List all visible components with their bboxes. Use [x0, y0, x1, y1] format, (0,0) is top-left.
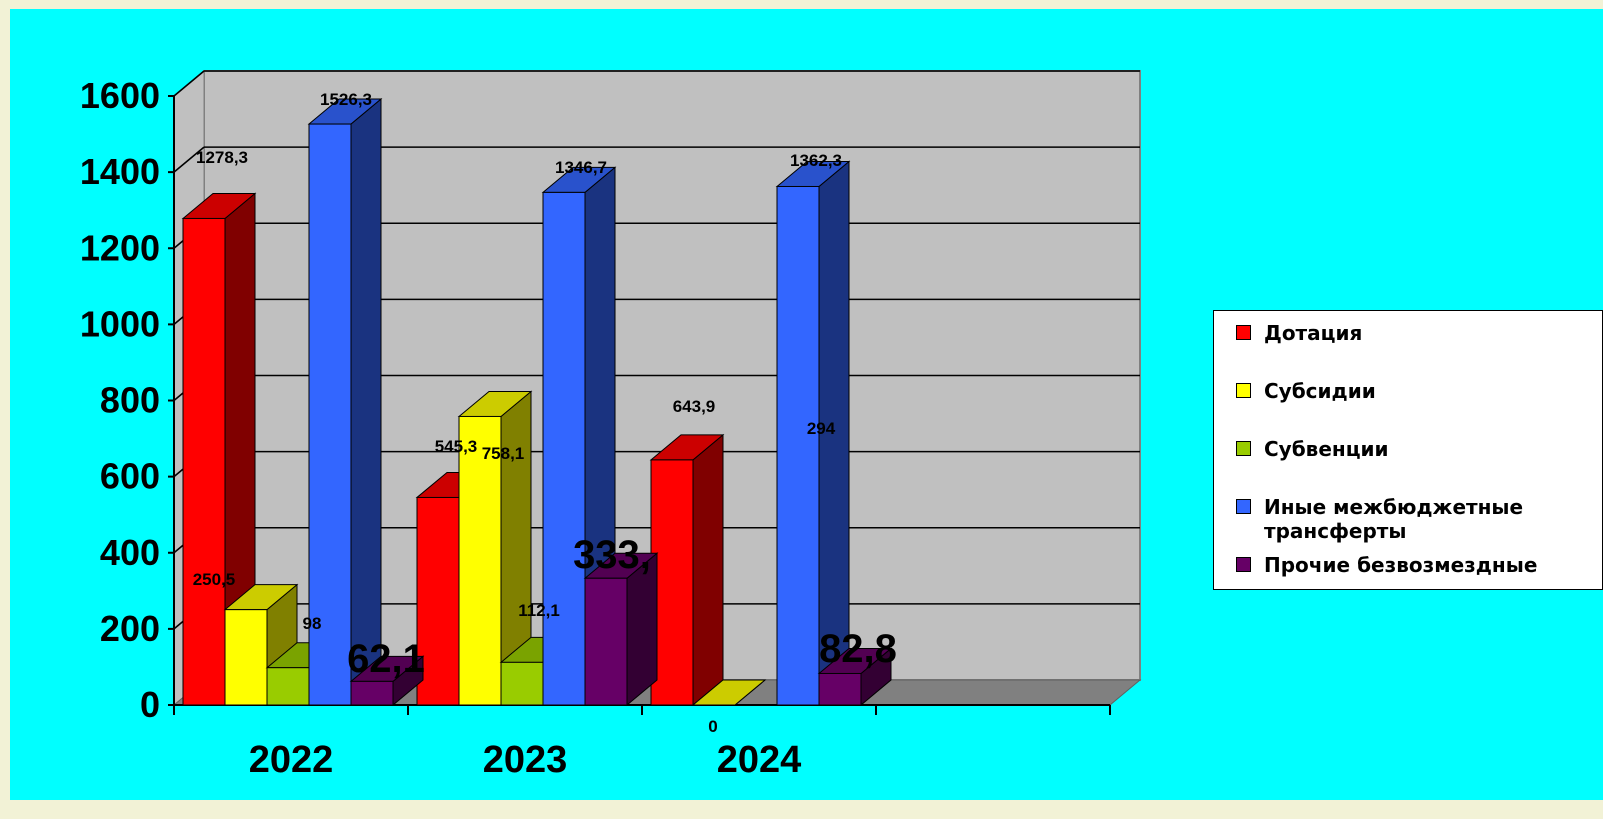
- data-label: 643,9: [673, 397, 716, 416]
- data-label: 294: [807, 419, 836, 438]
- y-tick-label: 0: [140, 684, 160, 725]
- bar: [691, 679, 767, 706]
- bar-front: [182, 217, 226, 706]
- x-category-label: 2023: [483, 739, 568, 781]
- bar: [349, 655, 425, 707]
- bar-front: [224, 609, 268, 706]
- bar-front: [350, 680, 394, 706]
- bar: [583, 552, 659, 707]
- data-label: 250,5: [193, 570, 236, 589]
- bar-front: [818, 672, 862, 706]
- data-label: 0: [708, 717, 717, 736]
- data-label: 1346,7: [555, 158, 607, 177]
- bar: [775, 160, 851, 707]
- y-axis: 0 200 400 600 800 1000 1200 1400 1600: [80, 75, 174, 725]
- bar-front: [308, 123, 352, 706]
- legend-label: Субвенции: [1264, 437, 1389, 461]
- bar-front: [500, 661, 544, 706]
- y-tick-label: 1200: [80, 227, 160, 268]
- data-label: 545,3: [435, 437, 478, 456]
- bar: [181, 192, 257, 707]
- data-label: 112,1: [518, 601, 560, 620]
- bar-top: [691, 679, 767, 706]
- y-tick-label: 1600: [80, 75, 160, 116]
- bar-front: [650, 459, 694, 706]
- bar: [457, 390, 533, 707]
- bar-front: [584, 577, 628, 706]
- y-tick-label: 1400: [80, 151, 160, 192]
- legend-swatch: [1236, 557, 1251, 572]
- x-axis: 2022 2023 2024: [173, 705, 1111, 781]
- legend-label: Иные межбюджетные трансферты: [1264, 495, 1524, 543]
- legend-label: Дотация: [1264, 321, 1363, 345]
- data-label: 82,8: [819, 627, 897, 671]
- legend-swatch: [1236, 499, 1251, 514]
- bar-side: [692, 433, 724, 707]
- y-tick-label: 1000: [80, 303, 160, 344]
- bar-front: [266, 667, 310, 706]
- bar: [307, 97, 383, 707]
- bars: [181, 97, 893, 707]
- x-category-label: 2024: [717, 739, 802, 781]
- data-label: 1278,3: [196, 148, 248, 167]
- y-tick-label: 600: [100, 456, 160, 497]
- legend-swatch: [1236, 383, 1251, 398]
- data-label: 62,1: [347, 637, 425, 681]
- bar: [817, 647, 893, 707]
- bar: [649, 433, 725, 707]
- y-tick-label: 400: [100, 532, 160, 573]
- data-label: 1362,3: [790, 151, 842, 170]
- data-label: 333,: [573, 533, 651, 577]
- data-label: 758,1: [482, 444, 525, 463]
- data-labels: 1278,3 545,3 643,9 250,5 758,1 0 98 112,1 294 152…: [193, 90, 897, 736]
- data-label: 1526,3: [320, 90, 372, 109]
- bar-front: [776, 185, 820, 706]
- data-label: 98: [303, 614, 322, 633]
- y-tick-label: 800: [100, 380, 160, 421]
- x-category-label: 2022: [249, 739, 334, 781]
- legend-label: Прочие безвозмездные: [1264, 553, 1538, 577]
- legend-swatch: [1236, 325, 1251, 340]
- bar-side: [350, 97, 382, 707]
- bar-front: [458, 415, 502, 706]
- legend-label: Субсидии: [1264, 379, 1376, 403]
- y-tick-label: 200: [100, 608, 160, 649]
- gridline-side: [173, 146, 205, 173]
- legend: Дотация Субсидии Субвенции Иные межбюджетны…: [1213, 310, 1603, 590]
- bar-front: [542, 191, 586, 706]
- bar-front: [416, 496, 460, 706]
- legend-swatch: [1236, 441, 1251, 456]
- gridline-side: [173, 70, 205, 97]
